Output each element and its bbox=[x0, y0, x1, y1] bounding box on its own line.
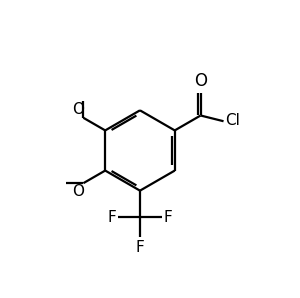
Text: O: O bbox=[194, 72, 207, 90]
Text: Cl: Cl bbox=[225, 113, 240, 128]
Text: F: F bbox=[164, 209, 172, 224]
Text: O: O bbox=[73, 102, 85, 117]
Text: F: F bbox=[136, 240, 144, 255]
Text: O: O bbox=[72, 184, 84, 199]
Text: F: F bbox=[108, 209, 116, 224]
